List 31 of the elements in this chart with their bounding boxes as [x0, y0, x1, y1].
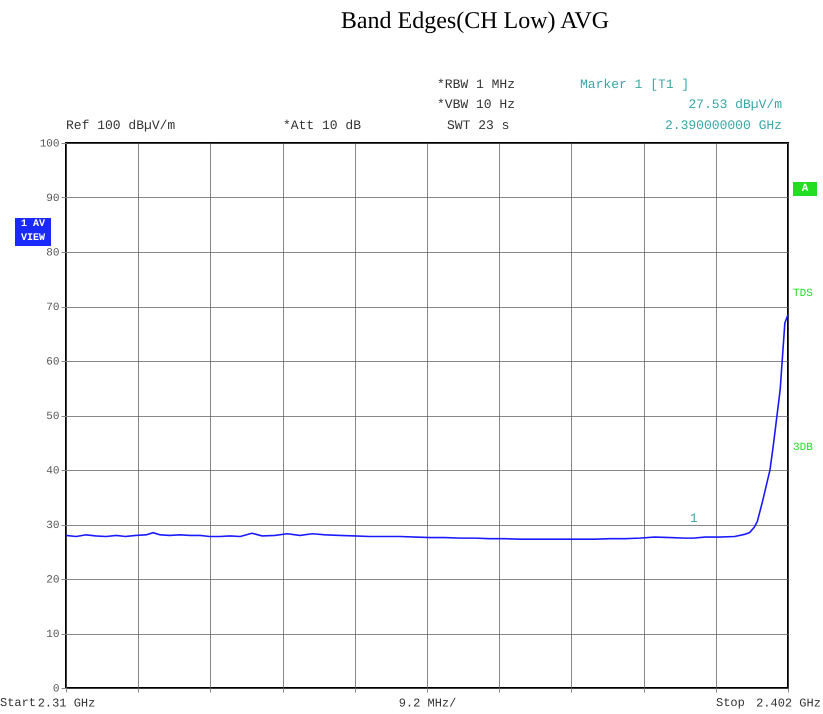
- text: 3DB: [793, 442, 813, 454]
- text: 1 AV VIEW: [15, 218, 51, 246]
- y-tick-label: 60: [46, 356, 60, 368]
- text: 27.53 dBµV/m: [688, 97, 782, 112]
- y-tick-label: 70: [46, 302, 60, 314]
- line-series: [65, 314, 789, 540]
- y-tick-label: 20: [46, 574, 60, 586]
- y-tick-label: 50: [46, 411, 60, 423]
- x-axis-title: 9.2 MHz/: [398, 696, 456, 710]
- y-tick-label: 0: [52, 684, 60, 696]
- y-tick-label: 30: [46, 520, 60, 532]
- y-tick-label: 80: [46, 248, 60, 260]
- text: *VBW 10 Hz: [437, 97, 516, 112]
- text: 2.390000000 GHz: [664, 118, 782, 133]
- text: SWT 23 s: [447, 118, 510, 133]
- text: A: [793, 182, 817, 196]
- y-tick-label: 40: [46, 466, 60, 478]
- text: Start: [0, 696, 36, 710]
- x-tick-label: 2.402 GHz: [756, 696, 821, 710]
- text: Stop: [716, 696, 745, 710]
- y-tick-label: 100: [40, 138, 60, 150]
- text: Marker 1 [T1 ]: [580, 77, 690, 92]
- text: TDS: [793, 288, 813, 300]
- text: *Att 10 dB: [283, 118, 362, 133]
- y-tick-label: 10: [46, 629, 60, 641]
- text: *RBW 1 MHz: [437, 77, 516, 92]
- x-tick-label: 2.31 GHz: [38, 696, 96, 710]
- y-tick-label: 90: [46, 193, 60, 205]
- chart-title: Band Edges(CH Low) AVG: [340, 8, 610, 35]
- annotation: 1: [690, 510, 698, 526]
- text: Ref 100 dBµV/m: [66, 118, 176, 133]
